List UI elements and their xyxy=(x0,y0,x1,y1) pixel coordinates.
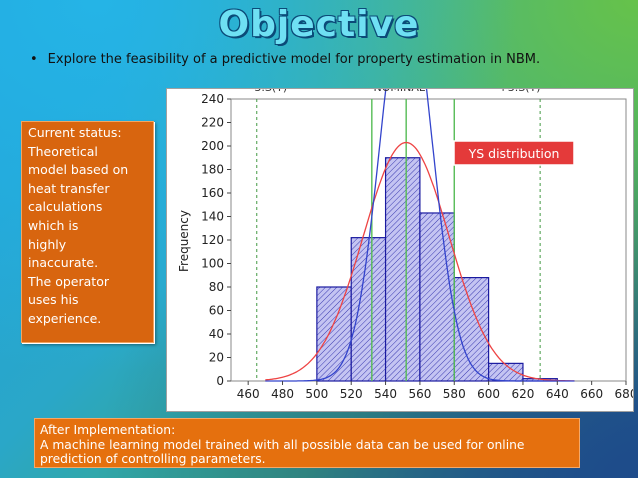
bullet-marker: • xyxy=(30,52,38,67)
x-tick-label: 500 xyxy=(305,387,328,401)
y-tick-label: 80 xyxy=(209,280,224,294)
histogram-bar xyxy=(350,237,387,382)
x-tick-label: 580 xyxy=(443,387,466,401)
status-line: inaccurate. xyxy=(28,255,99,271)
x-tick-label: 640 xyxy=(546,387,569,401)
top-label: -3.S(Y) xyxy=(250,89,287,94)
top-label: NOMINAL xyxy=(374,89,426,94)
status-line: highly xyxy=(28,236,67,252)
status-line: The operator xyxy=(28,273,109,289)
status-line: model based on xyxy=(28,162,129,178)
histogram-bar xyxy=(384,157,421,382)
objective-bullet: • Explore the feasibility of a predictive… xyxy=(30,52,540,67)
current-status-box: Current status: Theoretical model based … xyxy=(21,121,154,343)
status-line: heat transfer xyxy=(28,180,110,196)
ys-distribution-label: YS distribution xyxy=(468,146,560,161)
y-tick-label: 160 xyxy=(201,186,224,200)
x-tick-label: 520 xyxy=(340,387,363,401)
x-tick-label: 600 xyxy=(477,387,500,401)
y-tick-label: 220 xyxy=(201,116,224,130)
x-tick-label: 680 xyxy=(615,387,633,401)
status-line: Theoretical xyxy=(28,143,98,159)
histogram-bar xyxy=(419,212,455,382)
y-axis-label: Frequency xyxy=(177,210,191,272)
x-tick-label: 620 xyxy=(512,387,535,401)
slide-title: Objective xyxy=(218,4,420,45)
x-tick-label: 560 xyxy=(408,387,431,401)
ys-distribution-badge xyxy=(453,140,575,166)
x-tick-label: 540 xyxy=(374,387,397,401)
x-tick-label: 660 xyxy=(580,387,603,401)
x-tick-label: 480 xyxy=(271,387,294,401)
chart-panel: -3.S(Y) NOMINAL +3.S(Y) 0 20 40 60 80 100 120 140 1… xyxy=(166,88,634,412)
y-tick-label: 40 xyxy=(209,327,224,341)
y-tick-label: 120 xyxy=(201,233,224,247)
y-tick-label: 180 xyxy=(201,163,224,177)
bullet-text: Explore the feasibility of a predictive … xyxy=(47,52,541,67)
normal-fit-curve xyxy=(265,141,575,382)
status-line: Current status: xyxy=(28,125,122,140)
y-tick-label: 200 xyxy=(201,139,224,153)
y-tick-label: 20 xyxy=(209,351,224,365)
after-implementation-box: After Implementation: A machine learning… xyxy=(34,418,580,468)
top-label: +3.S(Y) xyxy=(499,89,541,94)
y-tick-label: 140 xyxy=(201,210,224,224)
status-line: experience. xyxy=(28,310,102,326)
after-line: prediction of controlling parameters. xyxy=(40,452,266,466)
histogram-bar xyxy=(316,286,352,382)
y-tick-label: 60 xyxy=(209,304,224,318)
status-line: which is xyxy=(28,217,79,233)
after-line: A machine learning model trained with al… xyxy=(40,437,525,452)
status-line: calculations xyxy=(28,199,103,215)
y-tick-label: 240 xyxy=(201,92,224,106)
x-tick-label: 460 xyxy=(237,387,260,401)
status-line: uses his xyxy=(28,292,79,308)
y-tick-label: 0 xyxy=(216,374,224,388)
after-heading: After Implementation: xyxy=(40,423,176,437)
y-tick-label: 100 xyxy=(201,257,224,271)
histogram-chart: -3.S(Y) NOMINAL +3.S(Y) 0 20 40 60 80 100 120 140 1… xyxy=(177,89,633,401)
